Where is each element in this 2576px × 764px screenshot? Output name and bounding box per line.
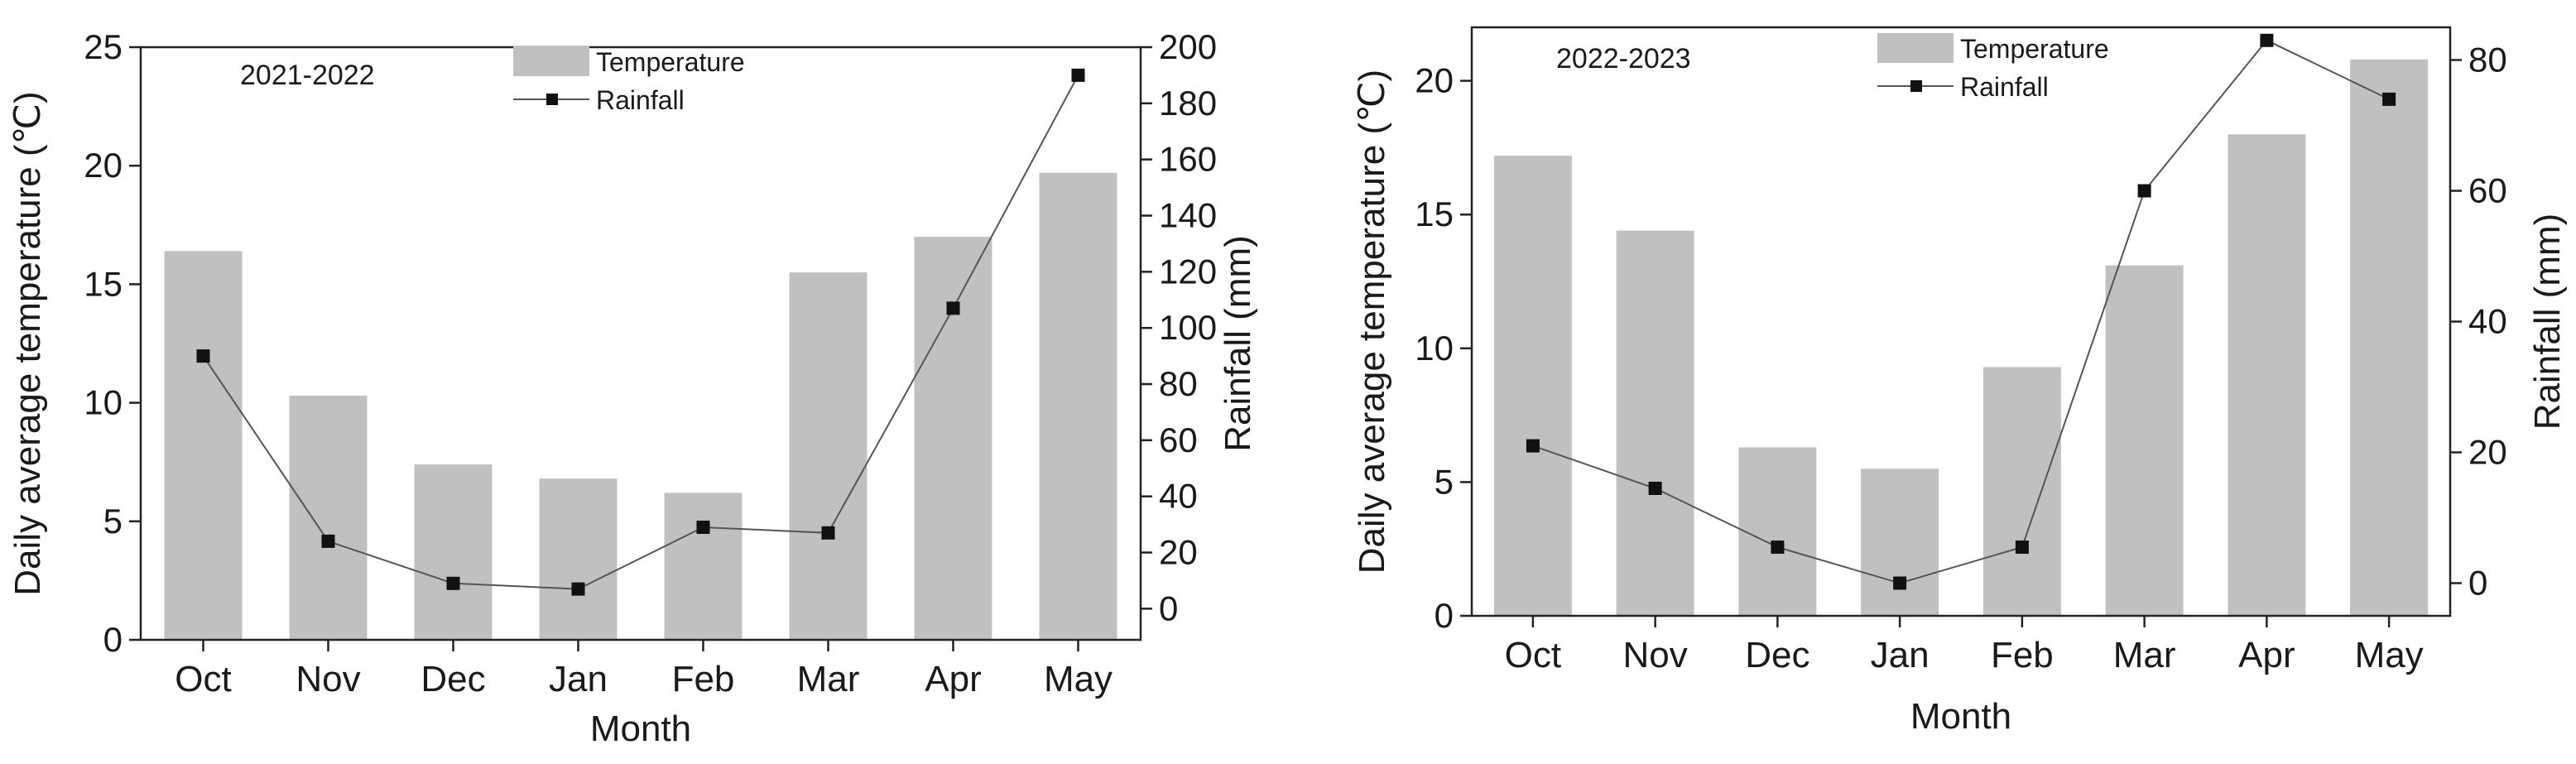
rainfall-marker-oct	[196, 349, 210, 363]
x-axis-tick-label-dec: Dec	[1745, 635, 1809, 675]
legend-temperature-swatch	[513, 46, 589, 76]
right-axis-tick-label: 0	[2468, 564, 2487, 603]
right-axis-tick-label: 40	[1159, 477, 1198, 516]
rainfall-marker-feb	[2015, 541, 2029, 554]
right-axis-tick-label: 180	[1159, 84, 1217, 123]
temperature-bar-dec	[414, 464, 493, 640]
right-axis-title: Rainfall (mm)	[2527, 214, 2568, 430]
right-axis-tick-label: 140	[1159, 196, 1217, 235]
x-axis-tick-label-dec: Dec	[421, 659, 485, 699]
rainfall-line	[202, 74, 1079, 590]
legend-rainfall-label: Rainfall	[596, 85, 685, 115]
rainfall-marker-mar	[821, 526, 835, 540]
x-axis-tick-label-mar: Mar	[2113, 635, 2176, 675]
legend-rainfall-label: Rainfall	[1960, 72, 2049, 102]
rainfall-marker-may	[1071, 68, 1085, 82]
rainfall-marker-mar	[2137, 184, 2151, 198]
left-axis-tick-label: 10	[1415, 329, 1454, 368]
right-axis-tick-label: 120	[1159, 252, 1217, 291]
temperature-bar-mar	[2105, 265, 2184, 616]
left-axis-title: Daily average temperature (℃)	[1352, 70, 1392, 574]
rainfall-marker-nov	[321, 534, 335, 548]
plot-frame	[139, 46, 1142, 641]
right-axis-tick-label: 60	[2468, 171, 2507, 210]
x-axis-tick-label-may: May	[1044, 659, 1113, 699]
left-axis-tick-label: 20	[84, 146, 123, 185]
temperature-bar-jan	[1861, 468, 1939, 617]
x-axis-tick-label-jan: Jan	[1871, 635, 1930, 675]
rainfall-marker-apr	[946, 301, 960, 315]
left-axis-tick-label: 15	[1415, 195, 1454, 233]
right-axis-tick-label: 80	[2468, 41, 2507, 79]
temperature-bar-apr	[2228, 134, 2306, 617]
legend-rainfall-marker	[1910, 80, 1922, 92]
x-axis-title: Month	[1910, 696, 2011, 737]
x-axis-tick-label-nov: Nov	[296, 659, 360, 699]
rainfall-marker-may	[2382, 92, 2396, 106]
right-axis-tick-label: 0	[1159, 589, 1178, 627]
x-axis-tick-label-nov: Nov	[1623, 635, 1688, 675]
left-axis-tick-label: 25	[84, 27, 123, 66]
right-axis-title: Rainfall (mm)	[1218, 235, 1258, 452]
right-axis-tick-label: 20	[2468, 433, 2507, 472]
temperature-bar-may	[2350, 59, 2429, 617]
rainfall-marker-nov	[1648, 482, 1662, 495]
left-axis-tick-label: 5	[1435, 462, 1454, 501]
left-axis-title: Daily average temperature (℃)	[7, 91, 48, 595]
legend-temperature-swatch	[1877, 33, 1954, 63]
x-axis-tick-label-feb: Feb	[1991, 635, 2054, 675]
right-axis-tick-label: 160	[1159, 140, 1217, 179]
temperature-bar-mar	[789, 272, 867, 640]
left-axis-tick-label: 0	[103, 620, 123, 659]
chart-panel-2021-2022: 0 5 10 15 20 25 0 20 40 60 80 100 120 140 160 180 200 Oct…	[7, 27, 1258, 749]
left-axis-tick-label: 5	[103, 502, 123, 541]
temperature-bar-nov	[289, 396, 368, 640]
x-axis-title: Month	[590, 709, 691, 749]
right-axis-tick-label: 80	[1159, 364, 1198, 403]
chart-panel-2022-2023: 0 5 10 15 20 0 20 40 60 80 Oct Nov Dec Jan Feb Mar Apr Ma…	[1352, 26, 2568, 737]
rainfall-marker-apr	[2260, 33, 2274, 47]
x-axis-tick-label-apr: Apr	[2238, 635, 2295, 675]
legend-temperature-label: Temperature	[596, 47, 745, 77]
period-label: 2022-2023	[1556, 43, 1691, 74]
rainfall-marker-feb	[696, 521, 710, 534]
left-axis-tick-label: 10	[84, 383, 123, 422]
rainfall-marker-oct	[1526, 439, 1540, 453]
x-axis-tick-label-apr: Apr	[925, 659, 981, 699]
left-axis-tick-label: 20	[1415, 61, 1454, 100]
temperature-bar-oct	[164, 251, 243, 640]
temperature-bar-dec	[1738, 447, 1817, 616]
rainfall-line	[1532, 39, 2390, 584]
rainfall-marker-dec	[446, 576, 460, 590]
right-axis-tick-label: 20	[1159, 533, 1198, 572]
rainfall-marker-jan	[571, 582, 585, 596]
temperature-bar-nov	[1616, 230, 1694, 616]
rainfall-marker-dec	[1771, 541, 1785, 554]
x-axis-tick-label-jan: Jan	[549, 659, 608, 699]
x-axis-tick-label-mar: Mar	[797, 659, 860, 699]
x-axis-tick-label-may: May	[2355, 635, 2424, 675]
temperature-bar-jan	[539, 478, 618, 640]
legend-temperature-label: Temperature	[1960, 34, 2109, 64]
temperature-bar-oct	[1493, 156, 1572, 617]
temperature-bar-apr	[914, 237, 992, 640]
legend-rainfall-marker	[546, 94, 558, 105]
right-axis-tick-label: 40	[2468, 302, 2507, 341]
x-axis-tick-label-oct: Oct	[175, 659, 231, 699]
left-axis-tick-label: 0	[1435, 596, 1454, 635]
right-axis-tick-label: 200	[1159, 27, 1217, 66]
temperature-bar-feb	[664, 493, 743, 640]
period-label: 2021-2022	[240, 60, 375, 91]
rainfall-marker-jan	[1893, 576, 1907, 590]
x-axis-tick-label-oct: Oct	[1505, 635, 1561, 675]
temperature-bar-may	[1039, 172, 1117, 641]
temperature-bar-feb	[1982, 367, 2061, 616]
right-axis-tick-label: 100	[1159, 308, 1217, 347]
x-axis-tick-label-feb: Feb	[672, 659, 735, 699]
right-axis-tick-label: 60	[1159, 420, 1198, 459]
left-axis-tick-label: 15	[84, 264, 123, 303]
